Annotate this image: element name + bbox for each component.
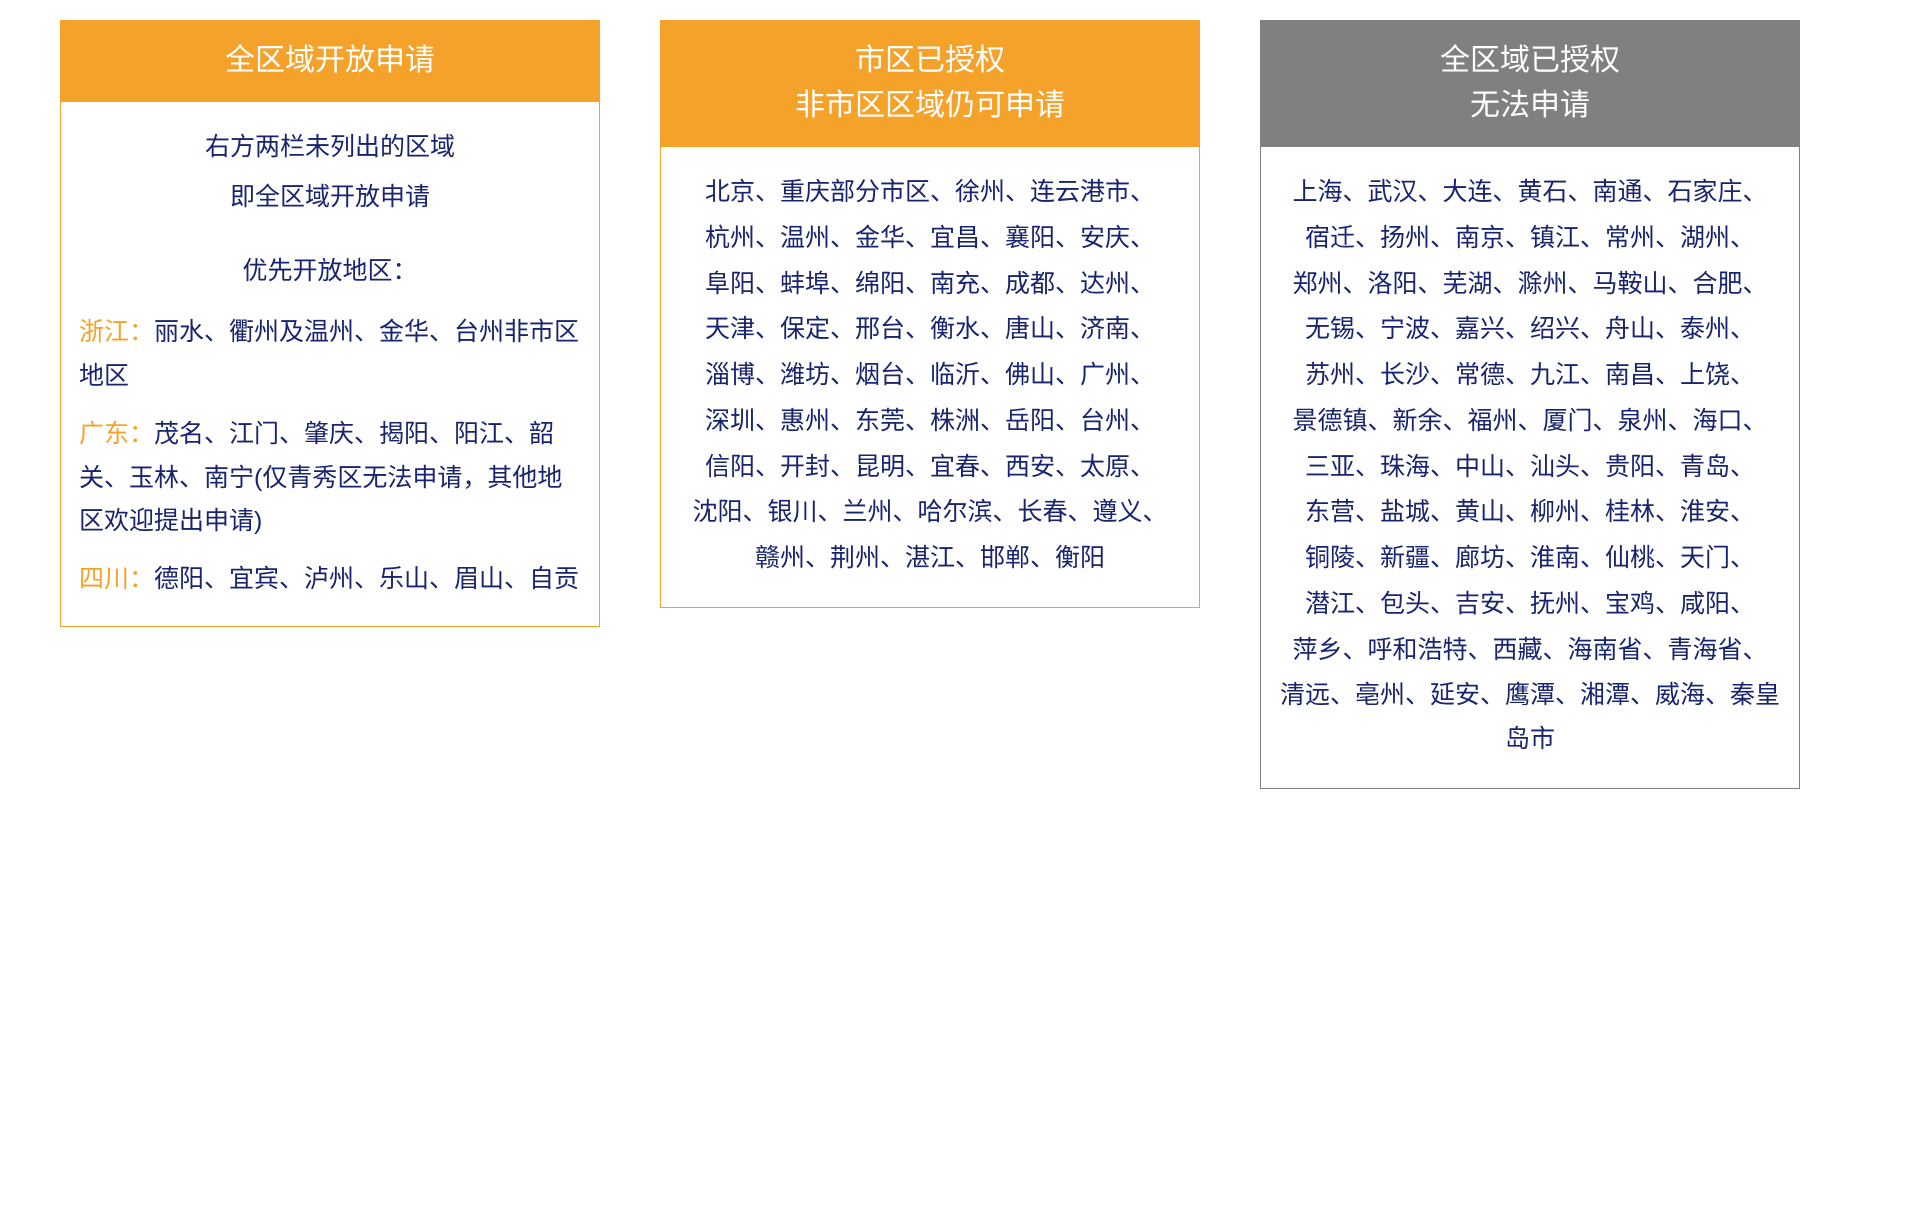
city-row: 景德镇、新余、福州、厦门、泉州、海口、 [1279, 400, 1781, 444]
header-line: 市区已授权 [672, 38, 1188, 83]
city-row: 宿迁、扬州、南京、镇江、常州、湖州、 [1279, 217, 1781, 261]
city-row: 淄博、潍坊、烟台、临沂、佛山、广州、 [679, 354, 1181, 398]
region-label: 浙江： [79, 318, 154, 346]
city-row: 萍乡、呼和浩特、西藏、海南省、青海省、 [1279, 629, 1781, 673]
city-row: 东营、盐城、黄山、柳州、桂林、淮安、 [1279, 491, 1781, 535]
city-row: 三亚、珠海、中山、汕头、贵阳、青岛、 [1279, 446, 1781, 490]
columns-container: 全区域开放申请 右方两栏未列出的区域 即全区域开放申请 优先开放地区： 浙江：丽… [20, 20, 1900, 789]
city-row: 赣州、荆州、湛江、邯郸、衡阳 [679, 537, 1181, 581]
city-row: 北京、重庆部分市区、徐州、连云港市、 [679, 171, 1181, 215]
header-line: 全区域已授权 [1272, 38, 1788, 83]
region-label: 广东： [79, 420, 154, 448]
city-row: 苏州、长沙、常德、九江、南昌、上饶、 [1279, 354, 1781, 398]
column-open-body: 右方两栏未列出的区域 即全区域开放申请 优先开放地区： 浙江：丽水、衢州及温州、… [60, 101, 600, 627]
city-row: 郑州、洛阳、芜湖、滁州、马鞍山、合肥、 [1279, 263, 1781, 307]
region-label: 四川： [79, 565, 154, 593]
city-row: 信阳、开封、昆明、宜春、西安、太原、 [679, 446, 1181, 490]
city-row: 天津、保定、邢台、衡水、唐山、济南、 [679, 308, 1181, 352]
city-row: 上海、武汉、大连、黄石、南通、石家庄、 [1279, 171, 1781, 215]
city-row: 阜阳、蚌埠、绵阳、南充、成都、达州、 [679, 263, 1181, 307]
column-open: 全区域开放申请 右方两栏未列出的区域 即全区域开放申请 优先开放地区： 浙江：丽… [60, 20, 600, 789]
region-text: 丽水、衢州及温州、金华、台州非市区地区 [79, 318, 579, 390]
city-row: 沈阳、银川、兰州、哈尔滨、长春、遵义、 [679, 491, 1181, 535]
column-closed-header: 全区域已授权 无法申请 [1260, 20, 1800, 146]
header-line: 非市区区域仍可申请 [672, 83, 1188, 128]
column-closed: 全区域已授权 无法申请 上海、武汉、大连、黄石、南通、石家庄、 宿迁、扬州、南京… [1260, 20, 1800, 789]
region-text: 德阳、宜宾、泸州、乐山、眉山、自贡 [154, 565, 579, 593]
priority-region: 广东：茂名、江门、肇庆、揭阳、阳江、韶关、玉林、南宁(仅青秀区无法申请，其他地区… [79, 413, 581, 544]
column-closed-body: 上海、武汉、大连、黄石、南通、石家庄、 宿迁、扬州、南京、镇江、常州、湖州、 郑… [1260, 146, 1800, 789]
city-row: 无锡、宁波、嘉兴、绍兴、舟山、泰州、 [1279, 308, 1781, 352]
city-row: 铜陵、新疆、廊坊、淮南、仙桃、天门、 [1279, 537, 1781, 581]
header-line: 全区域开放申请 [72, 38, 588, 83]
intro-line: 右方两栏未列出的区域 [79, 126, 581, 170]
column-partial: 市区已授权 非市区区域仍可申请 北京、重庆部分市区、徐州、连云港市、 杭州、温州… [660, 20, 1200, 789]
city-row: 潜江、包头、吉安、抚州、宝鸡、咸阳、 [1279, 583, 1781, 627]
city-row: 深圳、惠州、东莞、株洲、岳阳、台州、 [679, 400, 1181, 444]
priority-region: 浙江：丽水、衢州及温州、金华、台州非市区地区 [79, 311, 581, 399]
city-row: 清远、亳州、延安、鹰潭、湘潭、威海、秦皇岛市 [1279, 674, 1781, 762]
column-partial-body: 北京、重庆部分市区、徐州、连云港市、 杭州、温州、金华、宜昌、襄阳、安庆、 阜阳… [660, 146, 1200, 608]
city-row: 杭州、温州、金华、宜昌、襄阳、安庆、 [679, 217, 1181, 261]
column-partial-header: 市区已授权 非市区区域仍可申请 [660, 20, 1200, 146]
priority-region: 四川：德阳、宜宾、泸州、乐山、眉山、自贡 [79, 558, 581, 602]
intro-line: 即全区域开放申请 [79, 176, 581, 220]
header-line: 无法申请 [1272, 83, 1788, 128]
priority-title: 优先开放地区： [79, 250, 581, 294]
column-open-header: 全区域开放申请 [60, 20, 600, 101]
